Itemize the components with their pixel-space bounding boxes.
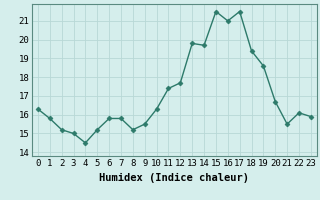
X-axis label: Humidex (Indice chaleur): Humidex (Indice chaleur) bbox=[100, 173, 249, 183]
